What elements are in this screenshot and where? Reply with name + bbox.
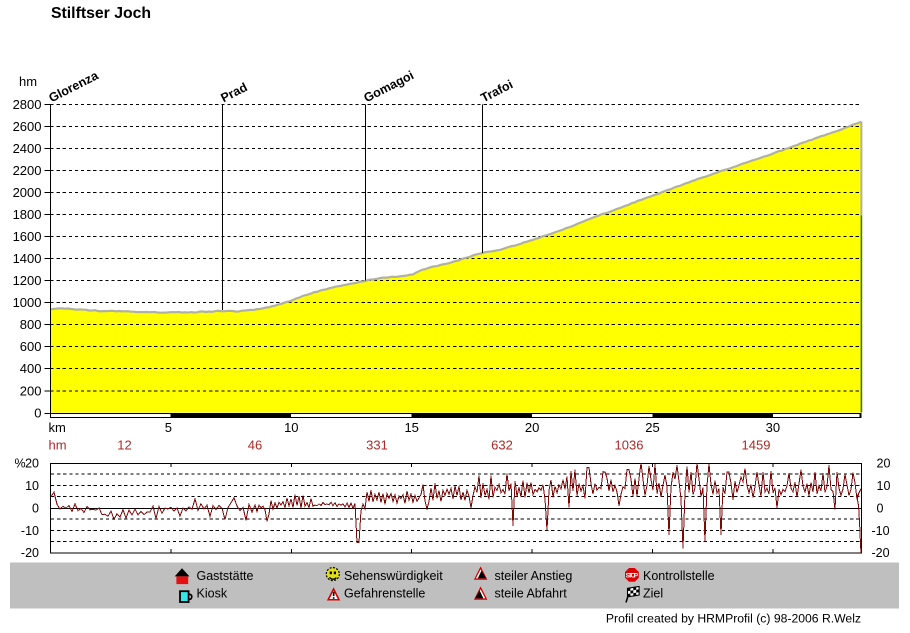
svg-text:2000: 2000 — [13, 185, 42, 200]
svg-text:steile Abfahrt: steile Abfahrt — [495, 586, 568, 600]
svg-text:400: 400 — [20, 361, 42, 376]
svg-text:STOP: STOP — [626, 572, 639, 579]
svg-text:-20: -20 — [872, 546, 890, 560]
svg-text:1000: 1000 — [13, 295, 42, 310]
svg-text:Stilftser Joch: Stilftser Joch — [51, 5, 151, 22]
svg-text:20: 20 — [877, 456, 891, 470]
svg-text:632: 632 — [491, 438, 513, 453]
svg-text:331: 331 — [366, 438, 388, 453]
svg-text:20: 20 — [525, 420, 539, 435]
svg-text:Ziel: Ziel — [643, 586, 663, 600]
svg-text:Kontrollstelle: Kontrollstelle — [643, 569, 715, 583]
svg-text:600: 600 — [20, 339, 42, 354]
svg-text:hm: hm — [19, 74, 37, 89]
svg-text:10: 10 — [877, 479, 891, 493]
svg-text:1600: 1600 — [13, 229, 42, 244]
svg-text:1800: 1800 — [13, 207, 42, 222]
svg-text:Kiosk: Kiosk — [197, 586, 228, 600]
svg-text:0: 0 — [877, 501, 884, 515]
svg-text:30: 30 — [766, 420, 780, 435]
svg-text:Gaststätte: Gaststätte — [197, 569, 254, 583]
svg-text:%: % — [15, 457, 26, 471]
svg-text:Gefahrenstelle: Gefahrenstelle — [344, 586, 425, 600]
svg-text:15: 15 — [404, 420, 418, 435]
svg-text:46: 46 — [248, 438, 262, 453]
svg-text:0: 0 — [32, 501, 39, 515]
svg-text:2800: 2800 — [13, 97, 42, 112]
svg-text:20: 20 — [25, 456, 39, 470]
svg-text:1459: 1459 — [742, 438, 771, 453]
svg-text:1036: 1036 — [615, 438, 644, 453]
svg-text:Profil created by HRMProfil (c: Profil created by HRMProfil (c) 98-2006 … — [606, 612, 861, 626]
svg-text:steiler Anstieg: steiler Anstieg — [495, 569, 573, 583]
svg-text:5: 5 — [165, 420, 172, 435]
svg-text:25: 25 — [645, 420, 659, 435]
svg-text:2400: 2400 — [13, 141, 42, 156]
svg-text:-20: -20 — [21, 546, 39, 560]
svg-text:Sehenswürdigkeit: Sehenswürdigkeit — [344, 569, 443, 583]
svg-text:0: 0 — [34, 405, 41, 420]
svg-text:2600: 2600 — [13, 119, 42, 134]
svg-text:200: 200 — [20, 384, 42, 399]
svg-text:1400: 1400 — [13, 251, 42, 266]
svg-text:12: 12 — [117, 438, 131, 453]
svg-text:hm: hm — [49, 438, 67, 453]
svg-text:-10: -10 — [21, 524, 39, 538]
svg-text:2200: 2200 — [13, 163, 42, 178]
svg-text:-10: -10 — [872, 524, 890, 538]
svg-text:10: 10 — [284, 420, 298, 435]
svg-text:10: 10 — [25, 479, 39, 493]
svg-text:800: 800 — [20, 317, 42, 332]
svg-text:km: km — [49, 420, 66, 435]
svg-text:1200: 1200 — [13, 273, 42, 288]
